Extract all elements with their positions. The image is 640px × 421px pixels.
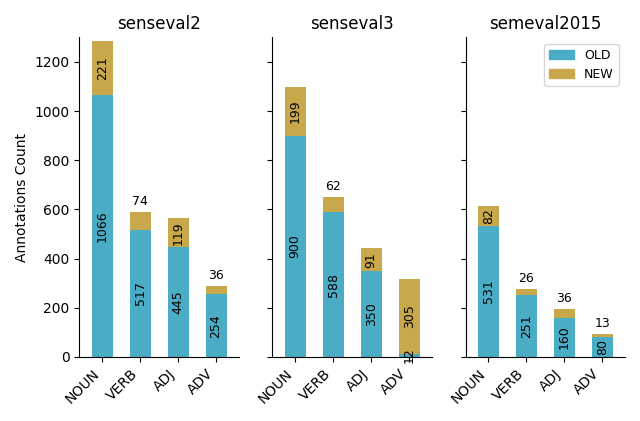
Bar: [92, 40, 113, 95]
Bar: [478, 206, 499, 226]
Text: 900: 900: [289, 234, 301, 258]
Bar: [554, 309, 575, 317]
Text: 531: 531: [482, 280, 495, 304]
Title: semeval2015: semeval2015: [489, 15, 602, 33]
Bar: [399, 354, 420, 357]
Bar: [130, 230, 150, 357]
Text: 36: 36: [556, 292, 572, 305]
Bar: [130, 212, 150, 230]
Text: 254: 254: [209, 314, 223, 338]
Text: 80: 80: [596, 339, 609, 355]
Title: senseval3: senseval3: [310, 15, 394, 33]
Text: 119: 119: [172, 221, 184, 245]
Text: 1066: 1066: [96, 210, 109, 242]
Bar: [361, 271, 381, 357]
Bar: [285, 136, 306, 357]
Text: 13: 13: [595, 317, 610, 330]
Text: 445: 445: [172, 290, 184, 314]
Text: 36: 36: [208, 269, 224, 282]
Text: 82: 82: [482, 208, 495, 224]
Bar: [285, 87, 306, 136]
Text: 517: 517: [134, 281, 147, 305]
Text: 26: 26: [518, 272, 534, 285]
Bar: [516, 289, 537, 295]
Bar: [361, 248, 381, 271]
Bar: [516, 295, 537, 357]
Text: 12: 12: [403, 347, 415, 363]
Title: senseval2: senseval2: [117, 15, 201, 33]
Text: 160: 160: [557, 325, 571, 349]
Bar: [323, 212, 344, 357]
Bar: [205, 285, 227, 294]
Text: 251: 251: [520, 314, 532, 338]
Text: 221: 221: [96, 56, 109, 80]
Bar: [168, 218, 189, 248]
Bar: [399, 279, 420, 354]
Bar: [205, 294, 227, 357]
Text: 305: 305: [403, 304, 415, 328]
Bar: [554, 317, 575, 357]
Text: 199: 199: [289, 99, 301, 123]
Text: 91: 91: [365, 252, 378, 267]
Text: 588: 588: [326, 272, 340, 297]
Bar: [592, 337, 612, 357]
Text: 350: 350: [365, 302, 378, 326]
Bar: [168, 248, 189, 357]
Legend: OLD, NEW: OLD, NEW: [544, 44, 619, 86]
Bar: [592, 334, 612, 337]
Text: 62: 62: [325, 181, 341, 193]
Y-axis label: Annotations Count: Annotations Count: [15, 133, 29, 261]
Bar: [323, 197, 344, 212]
Bar: [92, 95, 113, 357]
Bar: [478, 226, 499, 357]
Text: 74: 74: [132, 195, 148, 208]
